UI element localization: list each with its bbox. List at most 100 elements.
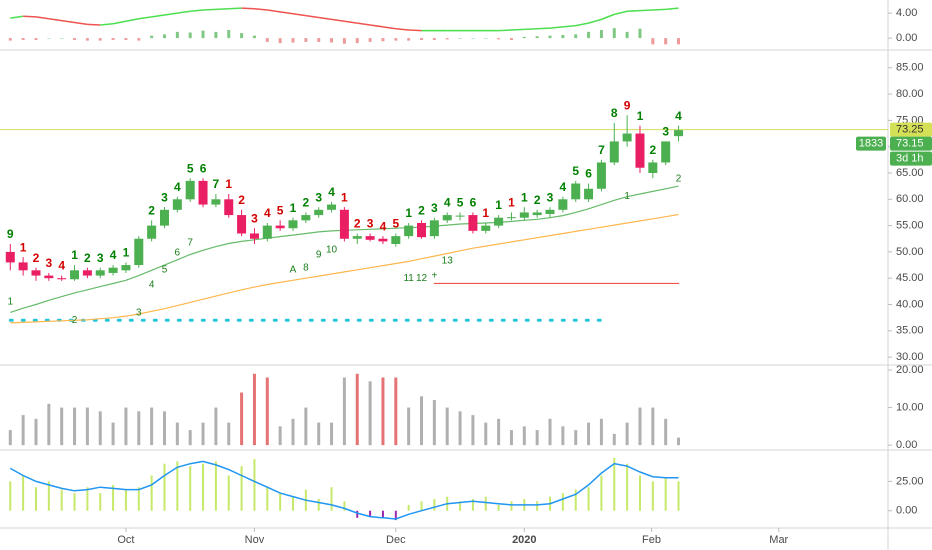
oscillator-segment: [190, 9, 204, 13]
momentum-bar: [279, 493, 282, 511]
countdown-text: 1833: [859, 137, 883, 149]
td-label: 5: [392, 217, 399, 231]
momentum-bar: [381, 510, 384, 518]
oscillator-segment: [35, 16, 49, 20]
td-label: 9: [624, 98, 631, 112]
td-label: 3: [662, 125, 669, 139]
candle-body: [134, 238, 144, 266]
last-price-label: 73.15: [896, 137, 924, 149]
volume-bar: [471, 415, 475, 446]
candle-body: [147, 225, 157, 239]
volume-bar: [394, 377, 398, 446]
y-tick-label: 25.00: [896, 475, 924, 487]
candle-body: [82, 270, 92, 276]
countdown-label: 8: [303, 262, 309, 273]
moving-average: [10, 213, 679, 324]
y-tick-label: 0.00: [896, 439, 917, 451]
td-label: 1: [405, 206, 412, 220]
momentum-bar: [292, 496, 295, 511]
candle-body: [185, 180, 195, 200]
td-label: 5: [277, 204, 284, 218]
volume-bar: [111, 422, 115, 446]
histogram-bar: [548, 35, 552, 39]
histogram-bar: [227, 30, 231, 39]
candle-body: [674, 130, 684, 137]
td-label: 2: [303, 196, 310, 210]
oscillator-segment: [87, 23, 101, 26]
td-label: 2: [84, 251, 91, 265]
histogram-bar: [201, 30, 205, 39]
histogram-bar: [111, 38, 115, 40]
y-tick-label: 0.00: [896, 32, 917, 44]
volume-bar: [651, 407, 655, 446]
countdown-tag: [856, 136, 886, 151]
histogram-bar: [420, 38, 424, 40]
candle-body: [314, 209, 324, 216]
td-label: 3: [315, 190, 322, 204]
oscillator-segment: [549, 26, 563, 29]
histogram-bar: [445, 38, 449, 40]
histogram-bar: [484, 38, 488, 39]
price-tag: [890, 122, 932, 137]
momentum-bar: [266, 487, 269, 511]
histogram-bar: [612, 28, 616, 39]
countdown-label: 2: [676, 173, 682, 184]
td-label: 4: [264, 206, 271, 220]
candle-body: [5, 251, 15, 263]
histogram-bar: [471, 38, 475, 39]
histogram-bar: [638, 28, 642, 39]
momentum-bar: [561, 493, 564, 511]
momentum-bar: [99, 493, 102, 511]
volume-bar: [291, 418, 295, 446]
candle-body: [519, 212, 529, 218]
y-tick-label: 30.00: [896, 351, 924, 363]
oscillator-segment: [562, 24, 576, 28]
oscillator-segment: [125, 17, 139, 23]
candle-body: [596, 162, 606, 189]
y-tick-label: 50.00: [896, 246, 924, 258]
td-label: 5: [187, 161, 194, 175]
histogram-bar: [330, 38, 334, 43]
td-label: 2: [148, 204, 155, 218]
td-label: 7: [598, 143, 605, 157]
volume-bar: [458, 411, 462, 446]
countdown-label: 4: [149, 280, 155, 291]
price-tag-label: 73.25: [896, 123, 924, 135]
histogram-bar: [240, 33, 244, 39]
x-tick-label: Feb: [642, 534, 661, 546]
momentum-bar: [214, 461, 217, 511]
candle-body: [481, 225, 491, 231]
momentum-line: [9, 460, 679, 520]
y-tick-label: 60.00: [896, 193, 924, 205]
candle-body: [57, 278, 67, 280]
momentum-bar: [433, 498, 436, 511]
momentum-bar: [47, 481, 50, 511]
countdown-label: +: [431, 271, 437, 282]
y-tick-label: 85.00: [896, 62, 924, 74]
oscillator-segment: [369, 24, 384, 28]
momentum-bar: [227, 475, 230, 511]
interval-tag: [890, 151, 932, 166]
candle-body: [455, 215, 465, 217]
histogram-bar: [317, 38, 321, 42]
td-label: 8: [611, 106, 618, 120]
y-tick-label: 55.00: [896, 220, 924, 232]
oscillator-segment: [588, 18, 602, 24]
volume-bar: [85, 407, 89, 446]
oscillator-segment: [511, 28, 525, 31]
countdown-label: 2: [72, 315, 78, 326]
histogram-bar: [60, 38, 64, 39]
td-label: 3: [161, 190, 168, 204]
oscillator-segment: [498, 29, 512, 32]
candle-body: [288, 220, 298, 229]
momentum-bar: [369, 510, 372, 517]
candle-body: [262, 225, 272, 239]
histogram-bar: [368, 38, 372, 42]
volume-bar: [612, 433, 616, 446]
candle-body: [31, 270, 41, 276]
momentum-bar: [574, 489, 577, 511]
volume-bar: [137, 411, 141, 446]
countdown-label: 5: [162, 264, 168, 275]
td-label: 7: [213, 177, 220, 191]
